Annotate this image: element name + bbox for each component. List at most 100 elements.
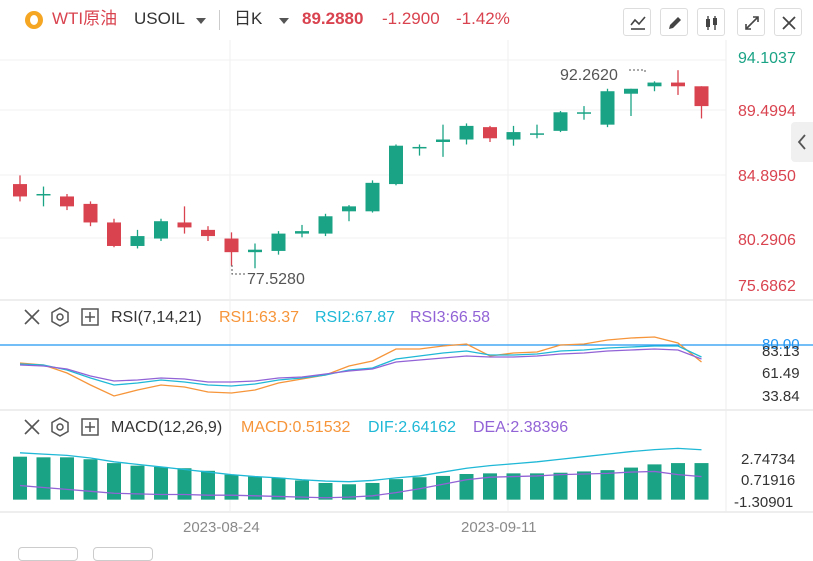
candle-body xyxy=(389,145,403,185)
macd-histogram-bar xyxy=(577,471,591,500)
macd-histogram-bar xyxy=(483,473,497,500)
candle-body xyxy=(342,206,356,212)
collapse-panel-button[interactable] xyxy=(791,122,813,162)
settings-icon[interactable] xyxy=(50,307,70,327)
rsi-axis-label: 61.49 xyxy=(762,365,800,382)
macd-histogram-bar xyxy=(295,480,309,500)
candle-style-button[interactable] xyxy=(697,8,725,36)
rsi-axis-label: 83.13 xyxy=(762,343,800,360)
candle-body xyxy=(36,193,51,196)
macd-histogram-bar xyxy=(60,457,74,500)
candle-body xyxy=(436,139,450,142)
macd-histogram-bar xyxy=(671,463,685,500)
bottom-button[interactable] xyxy=(93,547,153,561)
macd-histogram-bar xyxy=(600,470,615,500)
candle-body xyxy=(154,221,168,239)
macd-histogram-bar xyxy=(36,457,51,500)
macd-histogram-bar xyxy=(389,479,403,500)
interval-dropdown-chevron-icon[interactable] xyxy=(279,18,289,24)
add-icon[interactable] xyxy=(80,307,100,327)
macd-histogram-bar xyxy=(624,467,638,500)
bottom-button[interactable] xyxy=(18,547,78,561)
macd-histogram-bar xyxy=(83,459,98,500)
candle-style-icon xyxy=(706,16,717,30)
macd-histogram-bar xyxy=(694,463,709,500)
header-divider xyxy=(219,10,220,30)
last-price: 89.2880 xyxy=(302,9,364,28)
candle-body xyxy=(647,82,662,87)
close-icon xyxy=(782,16,796,30)
interval-select[interactable]: 日K xyxy=(234,9,263,28)
rsi-axis-label: 33.84 xyxy=(762,388,800,405)
macd-histogram-bar xyxy=(318,482,333,500)
candle-body xyxy=(530,133,544,135)
macd-histogram-bar xyxy=(553,472,568,500)
close-x-icon[interactable] xyxy=(22,417,42,437)
high-annotation: 92.2620 xyxy=(560,67,618,84)
candle-body xyxy=(577,112,591,114)
macd-histogram-bar xyxy=(459,474,474,500)
date-label: 2023-08-24 xyxy=(183,519,260,536)
rsi3-value: RSI3:66.58 xyxy=(410,309,491,326)
macd-histogram-bar xyxy=(224,474,239,500)
symbol-code[interactable]: USOIL xyxy=(134,9,186,28)
rsi1-value: RSI1:63.37 xyxy=(219,309,300,326)
candle-body xyxy=(624,88,638,94)
low-annotation: 77.5280 xyxy=(247,271,305,288)
candle-body xyxy=(671,82,685,87)
price-axis-label: 89.4994 xyxy=(738,103,796,120)
macd-histogram-bar xyxy=(130,465,145,500)
candle-body xyxy=(224,238,239,253)
macd-histogram-bar xyxy=(271,477,286,500)
macd-histogram-bar xyxy=(530,473,544,500)
dea-value: DEA:2.38396 xyxy=(473,419,569,436)
price-change-percent: -1.42% xyxy=(456,9,510,28)
symbol-name[interactable]: WTI原油 xyxy=(52,9,118,28)
macd-histogram-bar xyxy=(107,463,121,500)
candle-body xyxy=(13,184,27,197)
add-icon[interactable] xyxy=(80,417,100,437)
close-x-icon[interactable] xyxy=(22,307,42,327)
candle-body xyxy=(60,196,74,207)
rsi2-value: RSI2:67.87 xyxy=(315,309,396,326)
candle-body xyxy=(107,222,121,246)
rsi3-line xyxy=(19,348,702,383)
macd-histogram-bar xyxy=(647,464,662,500)
macd-panel-header: MACD(12,26,9) MACD:0.51532 DIF:2.64162 D… xyxy=(0,417,813,447)
candle-body xyxy=(130,236,145,246)
macd-histogram-bar xyxy=(201,470,215,500)
expand-icon xyxy=(745,16,759,30)
candle-body xyxy=(412,146,427,149)
price-axis-label: 75.6862 xyxy=(738,278,796,295)
close-button[interactable] xyxy=(774,8,802,36)
expand-button[interactable] xyxy=(737,8,765,36)
price-change: -1.2900 xyxy=(382,9,440,28)
macd-title: MACD(12,26,9) xyxy=(111,419,223,436)
macd-histogram-bar xyxy=(342,484,356,500)
macd-axis-label: 2.74734 xyxy=(741,451,796,468)
symbol-dropdown-chevron-icon[interactable] xyxy=(196,18,206,24)
macd-histogram-bar xyxy=(506,473,521,500)
chart-header: WTI原油 USOIL 日K 89.2880 -1.2900 -1.42% xyxy=(0,0,813,40)
price-axis-label: 94.1037 xyxy=(738,50,796,67)
rsi-panel-header: RSI(7,14,21) RSI1:63.37 RSI2:67.87 RSI3:… xyxy=(0,307,813,337)
pencil-icon xyxy=(669,17,681,29)
dea-line xyxy=(19,470,702,499)
candle-body xyxy=(248,249,262,253)
candle-body xyxy=(365,182,380,212)
macd-histogram-bar xyxy=(154,466,168,500)
candle-body xyxy=(694,86,709,107)
settings-icon[interactable] xyxy=(50,417,70,437)
date-label: 2023-09-11 xyxy=(461,519,537,536)
price-axis-label: 84.8950 xyxy=(738,168,796,185)
dif-value: DIF:2.64162 xyxy=(368,419,457,436)
candle-body xyxy=(506,132,521,140)
candle-body xyxy=(483,127,497,139)
indicator-button[interactable] xyxy=(623,8,651,36)
high-marker xyxy=(629,69,646,74)
chevron-left-icon xyxy=(797,134,806,150)
macd-histogram-bar xyxy=(436,475,450,500)
draw-button[interactable] xyxy=(660,8,688,36)
